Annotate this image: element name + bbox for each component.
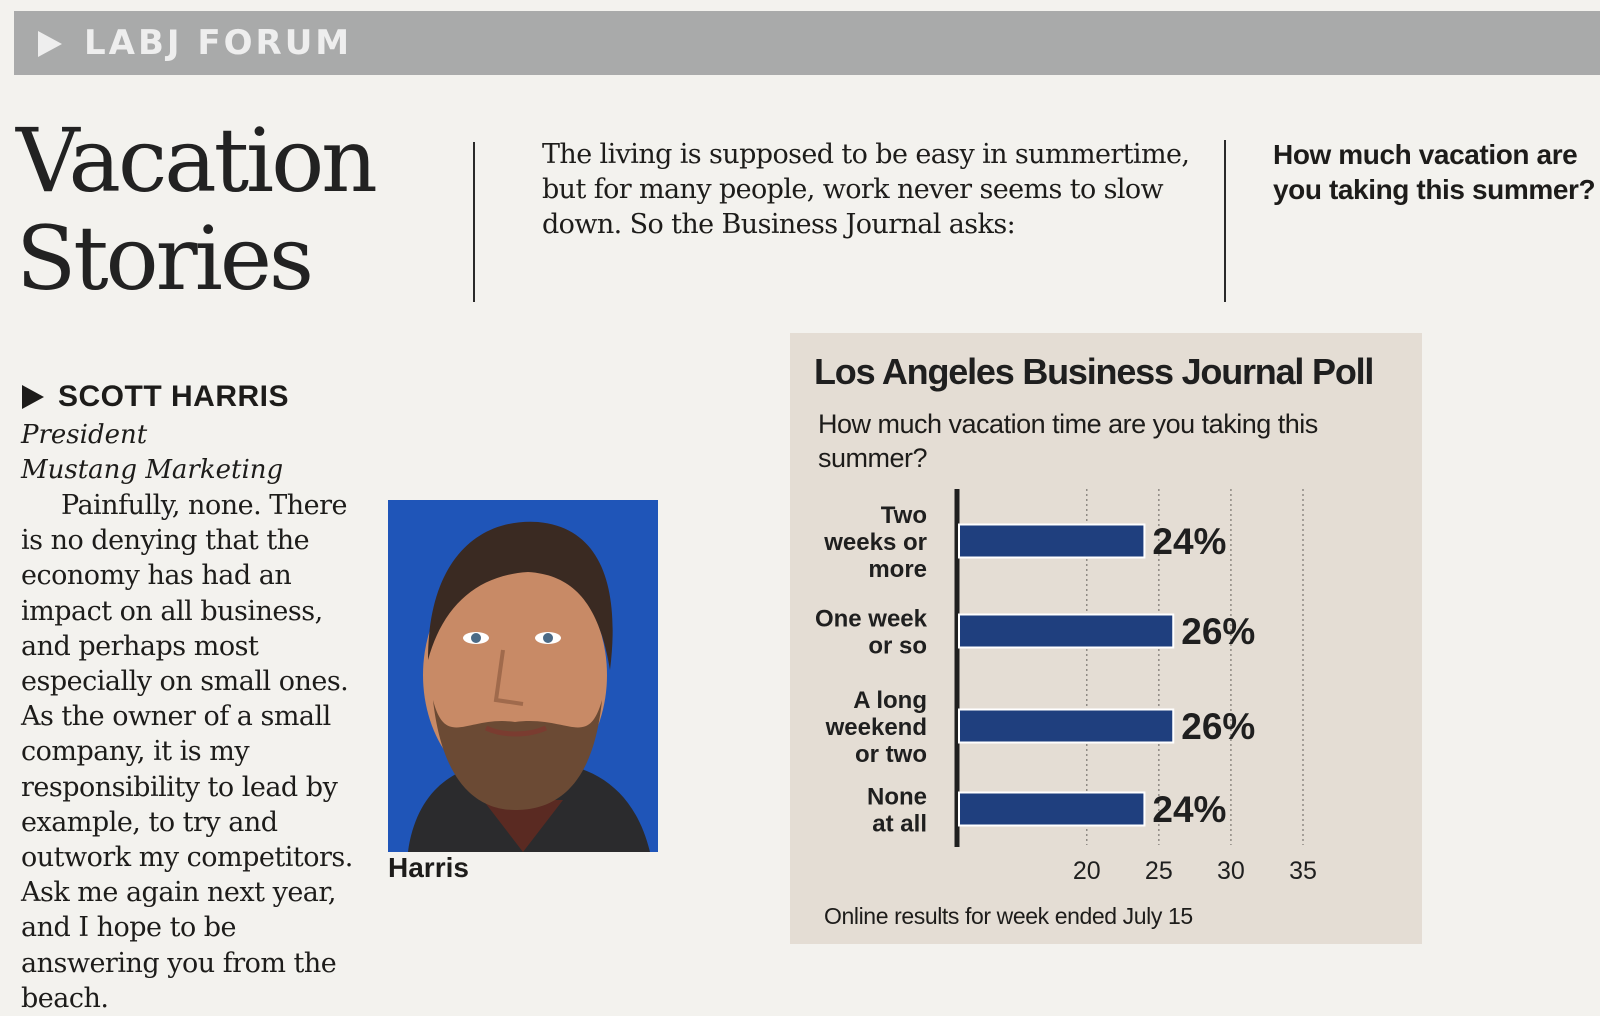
chart-title: Los Angeles Business Journal Poll — [814, 351, 1374, 392]
chart-subtitle: How much vacation time are you taking th… — [818, 409, 1318, 473]
bar-3 — [958, 708, 1175, 744]
photo-caption: Harris — [388, 852, 469, 883]
category-label-3: A long weekend or two — [825, 687, 927, 768]
value-label-3: 26% — [1181, 706, 1255, 747]
bar-4 — [958, 791, 1146, 827]
x-tick-label-20: 20 — [1073, 857, 1101, 885]
value-label-2: 26% — [1181, 611, 1255, 652]
headline-line-1: Vacation — [16, 109, 378, 212]
value-label-1: 24% — [1152, 521, 1226, 562]
column-divider-left — [473, 142, 475, 302]
respondent-company: Mustang Marketing — [21, 455, 284, 485]
forum-question: How much vacation are you taking this su… — [1273, 139, 1596, 205]
section-label: LABJ FORUM — [84, 23, 353, 63]
portrait-illustration — [388, 500, 658, 852]
headline-line-2: Stories — [16, 207, 314, 310]
x-tick-label-25: 25 — [1145, 857, 1173, 885]
headline: Vacation Stories — [16, 109, 378, 310]
intro-text: The living is supposed to be easy in sum… — [542, 139, 1190, 240]
triangle-bullet-icon — [22, 385, 44, 409]
category-label-4: None at all — [867, 784, 927, 838]
column-divider-right — [1224, 140, 1226, 302]
bar-1 — [958, 523, 1146, 559]
respondent-answer: Painfully, none. There is no denying tha… — [21, 490, 353, 1014]
poll-chart-box: Los Angeles Business Journal Poll How mu… — [790, 333, 1422, 944]
value-label-4: 24% — [1152, 789, 1226, 830]
category-label-1: Two weeks or more — [823, 502, 927, 583]
chart-footnote: Online results for week ended July 15 — [824, 903, 1193, 929]
poll-bar-chart: 20 25 30 35 24% Two weeks or more 26% One week or … — [815, 489, 1317, 885]
respondent-name: SCOTT HARRIS — [58, 380, 289, 413]
x-tick-label-30: 30 — [1217, 857, 1245, 885]
category-label-2: One week or so — [815, 606, 928, 660]
respondent-photo — [388, 500, 658, 852]
x-tick-label-35: 35 — [1289, 857, 1317, 885]
play-arrow-icon — [38, 31, 62, 57]
section-banner: LABJ FORUM — [14, 11, 1600, 75]
bar-2 — [958, 613, 1175, 649]
respondent-title: President — [21, 420, 148, 450]
